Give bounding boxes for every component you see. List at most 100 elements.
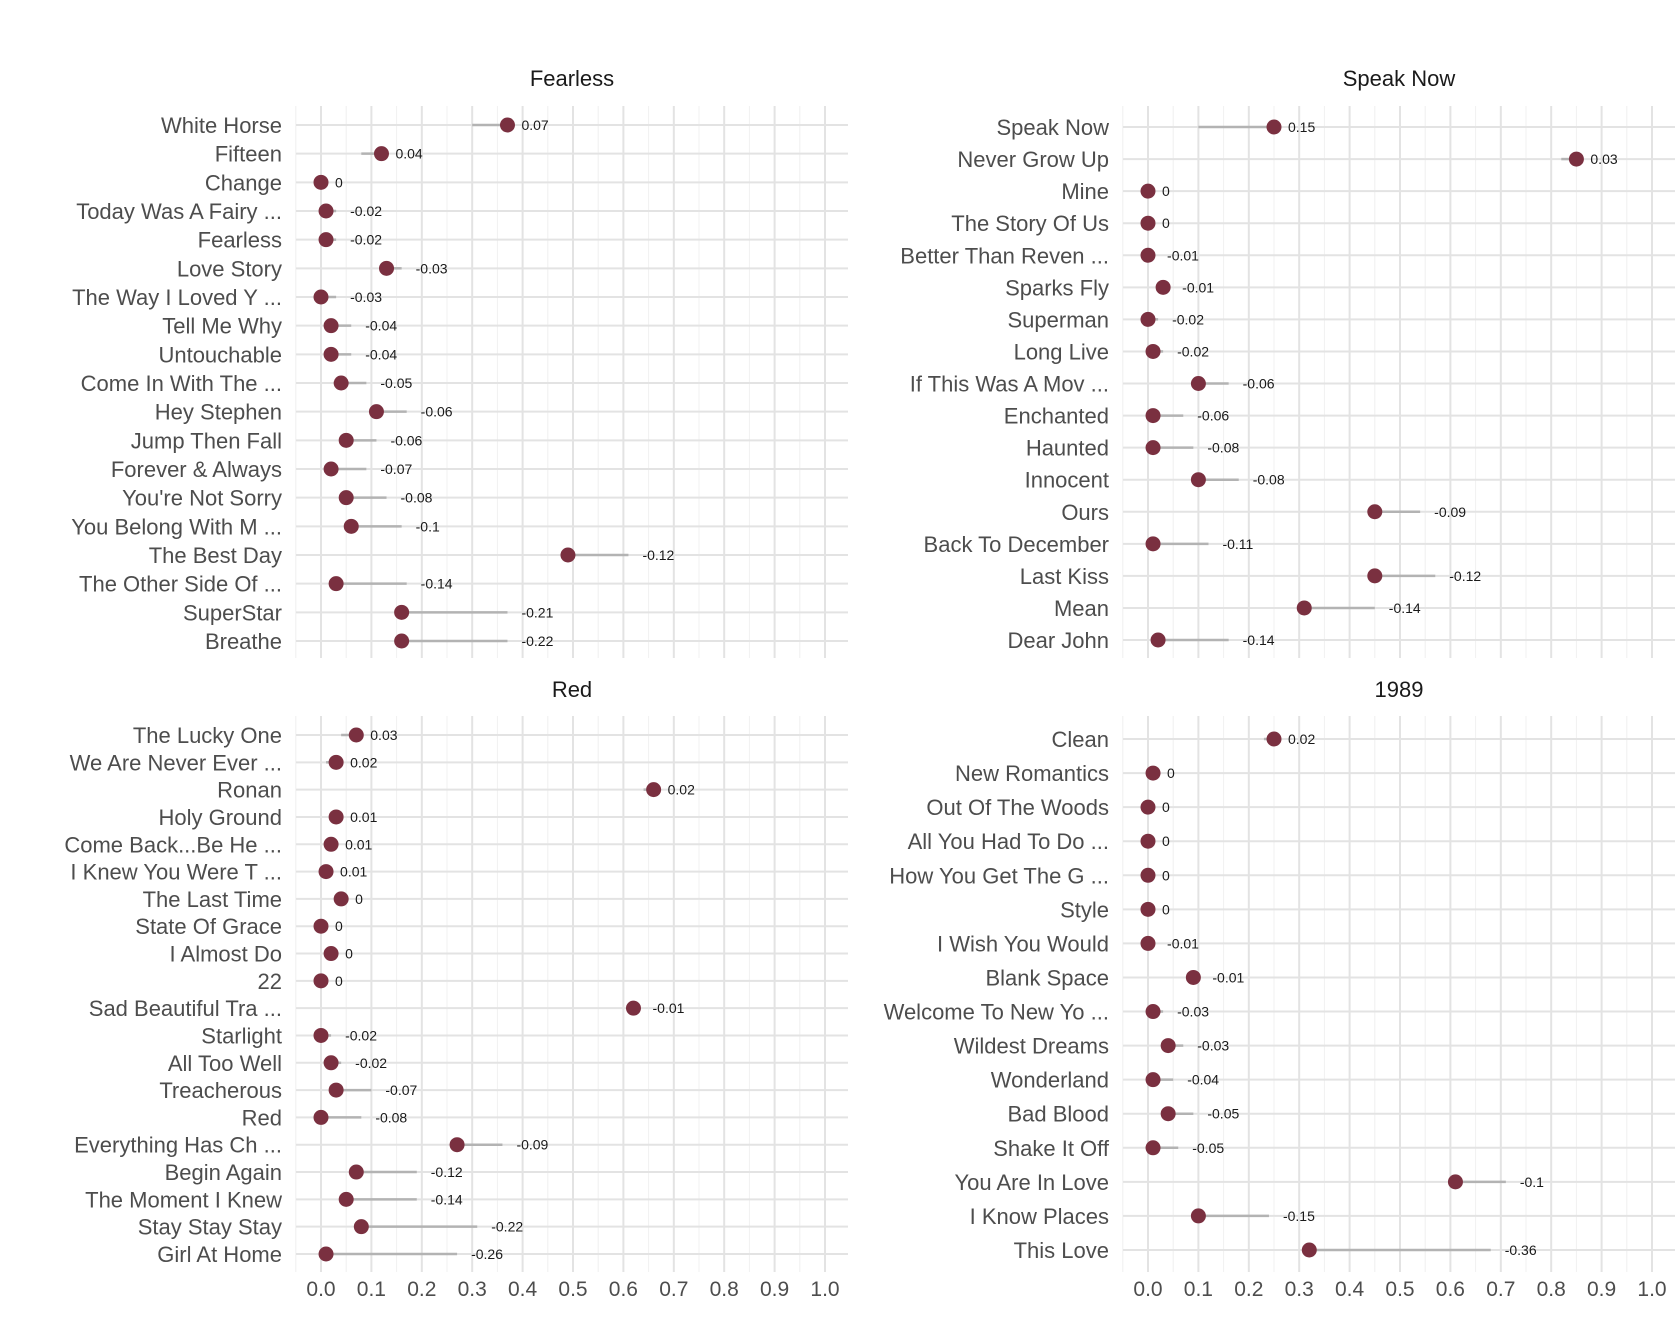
- value-label: 0: [1162, 799, 1170, 815]
- song-label: Jump Then Fall: [131, 428, 282, 453]
- data-point: [313, 1027, 329, 1043]
- song-label: We Are Never Ever ...: [70, 750, 282, 775]
- data-point: [1145, 765, 1161, 781]
- song-row: Today Was A Fairy ... -0.02: [76, 199, 382, 224]
- grid: [295, 716, 848, 1272]
- value-label: 0: [335, 174, 343, 190]
- value-label: 0.01: [345, 836, 372, 852]
- song-label: Wonderland: [991, 1068, 1109, 1093]
- song-row: Mine 0: [1061, 179, 1170, 204]
- song-label: Haunted: [1026, 436, 1109, 461]
- value-label: 0.01: [350, 809, 377, 825]
- value-label: -0.07: [380, 461, 412, 477]
- song-row: 22 0: [258, 969, 343, 994]
- song-row: All You Had To Do ... 0: [908, 829, 1170, 854]
- song-row: Ronan 0.02: [217, 778, 695, 803]
- data-point: [1140, 901, 1156, 917]
- data-point: [1145, 440, 1161, 456]
- song-row: Bad Blood -0.05: [1007, 1102, 1239, 1127]
- data-point: [379, 260, 395, 276]
- value-label: -0.05: [380, 375, 412, 391]
- value-label: -0.01: [1167, 935, 1199, 951]
- data-point: [1145, 408, 1161, 424]
- song-row: Jump Then Fall -0.06: [131, 428, 423, 453]
- data-point: [313, 973, 329, 989]
- data-point: [1145, 536, 1161, 552]
- x-tick-label: 0.1: [1184, 1278, 1213, 1301]
- data-point: [1160, 1106, 1176, 1122]
- value-label: -0.04: [1187, 1072, 1219, 1088]
- value-label: -0.01: [653, 1000, 685, 1016]
- x-tick-label: 0.5: [558, 1278, 587, 1301]
- data-point: [318, 232, 334, 248]
- song-row: I Knew You Were T ... 0.01: [70, 860, 367, 885]
- value-label: -0.11: [1222, 536, 1253, 552]
- song-label: You Belong With M ...: [71, 514, 282, 539]
- x-tick-label: 0.7: [659, 1278, 688, 1301]
- song-label: Blank Space: [985, 965, 1109, 990]
- song-row: The Way I Loved Y ... -0.03: [72, 285, 382, 310]
- song-label: Love Story: [177, 256, 282, 281]
- song-row: Sad Beautiful Tra ... -0.01: [89, 996, 685, 1021]
- value-label: -0.01: [1212, 969, 1244, 985]
- value-label: 0.03: [1590, 151, 1617, 167]
- song-row: Untouchable -0.04: [158, 342, 397, 367]
- song-label: The Moment I Knew: [85, 1187, 282, 1212]
- data-point: [338, 432, 354, 448]
- song-label: State Of Grace: [135, 914, 282, 939]
- song-label: I Wish You Would: [937, 931, 1109, 956]
- song-label: Mean: [1054, 596, 1109, 621]
- song-label: Forever & Always: [111, 457, 282, 482]
- value-label: 0.04: [395, 146, 422, 162]
- data-point: [1145, 343, 1161, 359]
- value-label: -0.03: [1177, 1004, 1209, 1020]
- song-row: Starlight -0.02: [201, 1023, 377, 1048]
- song-row: State Of Grace 0: [135, 914, 343, 939]
- data-point: [373, 146, 389, 162]
- song-label: Breathe: [205, 629, 282, 654]
- data-point: [333, 375, 349, 391]
- value-label: -0.01: [1182, 279, 1214, 295]
- x-tick-label: 0.2: [407, 1278, 436, 1301]
- panel-3: Red The Lucky One 0.03 We Are Never Ever ..…: [64, 677, 848, 1301]
- data-point: [313, 174, 329, 190]
- value-label: -0.14: [431, 1191, 463, 1207]
- song-row: Fifteen 0.04: [215, 142, 423, 167]
- song-row: Shake It Off -0.05: [993, 1136, 1224, 1161]
- data-point: [318, 203, 334, 219]
- value-label: 0.02: [668, 782, 695, 798]
- value-label: -0.08: [1207, 440, 1239, 456]
- value-label: -0.08: [401, 490, 433, 506]
- song-row: Enchanted -0.06: [1004, 404, 1230, 429]
- data-point: [323, 946, 339, 962]
- value-label: 0: [1162, 183, 1170, 199]
- data-point: [1185, 969, 1201, 985]
- x-axis: 0.0 0.1 0.2 0.3 0.4 0.5 0.6 0.7 0.8 0.9 1.0: [1133, 1278, 1666, 1301]
- value-label: -0.04: [365, 346, 397, 362]
- value-label: -0.12: [431, 1164, 463, 1180]
- data-point: [333, 891, 349, 907]
- song-row: Superman -0.02: [1007, 307, 1204, 332]
- value-label: -0.01: [1167, 247, 1199, 263]
- song-row: We Are Never Ever ... 0.02: [70, 750, 378, 775]
- song-row: If This Was A Mov ... -0.06: [910, 372, 1275, 397]
- song-row: Forever & Always -0.07: [111, 457, 413, 482]
- x-tick-label: 0.0: [1133, 1278, 1162, 1301]
- data-point: [343, 518, 359, 534]
- song-label: Hey Stephen: [155, 400, 282, 425]
- song-label: Enchanted: [1004, 404, 1109, 429]
- song-row: You're Not Sorry -0.08: [122, 486, 433, 511]
- song-label: The Last Time: [143, 887, 282, 912]
- song-row: You Are In Love -0.1: [954, 1170, 1544, 1195]
- value-label: 0: [355, 891, 363, 907]
- data-point: [1145, 1004, 1161, 1020]
- value-label: -0.08: [1253, 472, 1285, 488]
- value-label: -0.02: [350, 232, 382, 248]
- song-row: Wonderland -0.04: [991, 1068, 1220, 1093]
- data-point: [313, 918, 329, 934]
- value-label: -0.06: [1197, 408, 1229, 424]
- value-label: 0: [1167, 765, 1175, 781]
- value-label: -0.14: [1389, 600, 1421, 616]
- x-tick-label: 0.4: [1335, 1278, 1365, 1301]
